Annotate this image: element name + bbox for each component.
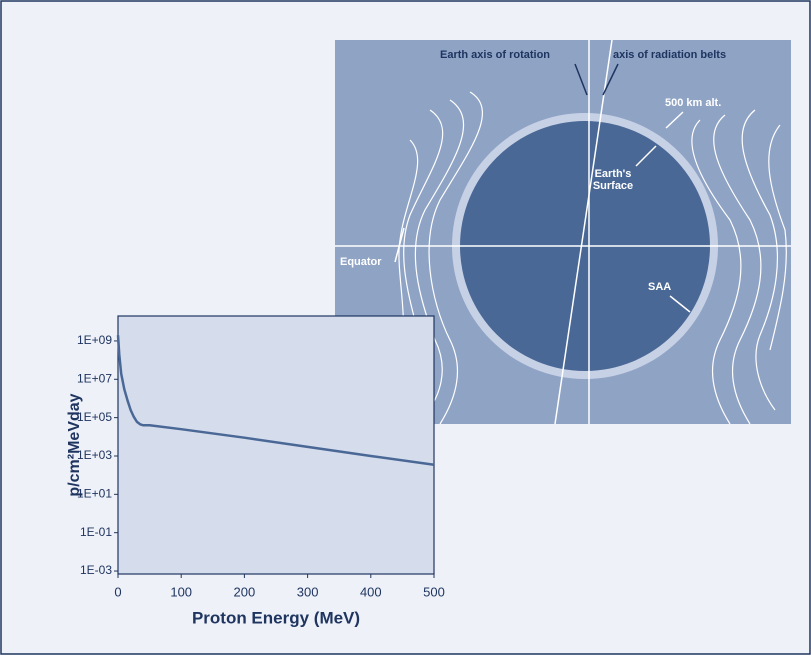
diagram-label-box: Earth's Surface xyxy=(592,168,634,192)
x-axis-label: Proton Energy (MeV) xyxy=(192,608,360,627)
x-tick-label: 400 xyxy=(360,584,382,599)
diagram-label: Equator xyxy=(340,256,382,268)
y-tick-label: 1E+07 xyxy=(77,371,112,385)
diagram-label: 500 km alt. xyxy=(665,97,721,109)
diagram-label: SAA xyxy=(648,281,671,293)
chart: Proton Energy (MeV) p/cm²MeVday 1E-03 1E-… xyxy=(66,315,445,627)
y-tick-label: 1E-01 xyxy=(80,525,112,539)
y-tick-label: 1E+03 xyxy=(77,448,112,462)
y-tick-label: 1E+05 xyxy=(77,410,112,424)
x-tick-label: 100 xyxy=(170,584,192,599)
y-tick-label: 1E+09 xyxy=(77,333,112,347)
y-axis-label: p/cm²MeVday xyxy=(66,393,83,496)
diagram-label: Earth's Surface xyxy=(592,168,634,192)
x-tick-label: 0 xyxy=(114,584,121,599)
x-tick-label: 200 xyxy=(234,584,256,599)
data-line xyxy=(116,335,435,466)
x-tick-label: 300 xyxy=(297,584,319,599)
belt-axis xyxy=(554,39,613,425)
diagram-label: axis of radiation belts xyxy=(613,49,726,61)
arrows xyxy=(394,63,691,313)
y-tick-label: 1E-03 xyxy=(80,563,112,577)
y-tick-label: 1E+01 xyxy=(77,487,112,501)
x-tick-label: 500 xyxy=(423,584,445,599)
diagram-label: Earth axis of rotation xyxy=(440,49,550,61)
plot-area xyxy=(117,315,435,575)
